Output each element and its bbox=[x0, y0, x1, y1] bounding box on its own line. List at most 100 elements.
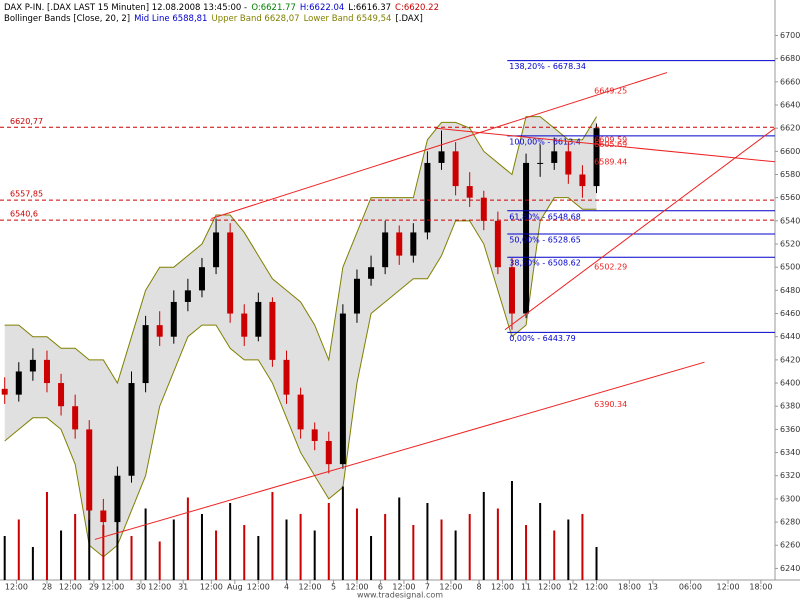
x-tick-label: 18:00 bbox=[618, 583, 641, 592]
candle-body bbox=[170, 301, 177, 337]
x-tick-label: 12:00 bbox=[5, 583, 28, 592]
candle-body bbox=[480, 197, 487, 221]
header-text: Upper Band 6628,07 bbox=[211, 14, 299, 24]
header-text: O:6621.77 bbox=[251, 3, 296, 13]
x-tick-label: 12:00 bbox=[345, 583, 368, 592]
y-tick-label: 6640 bbox=[780, 101, 800, 110]
trend-line bbox=[504, 127, 776, 331]
candle-body bbox=[508, 267, 515, 314]
candle-body bbox=[255, 301, 262, 337]
trend-label: 6502.29 bbox=[594, 263, 627, 272]
volume-bar bbox=[45, 492, 48, 580]
fib-label: 0,00% - 6443.79 bbox=[509, 334, 575, 343]
y-tick-label: 6660 bbox=[780, 77, 800, 86]
trend-label: 6649.25 bbox=[594, 86, 627, 95]
candle-body bbox=[142, 325, 149, 384]
x-tick-label: 12:00 bbox=[439, 583, 462, 592]
candle-body bbox=[325, 440, 332, 465]
y-tick-label: 6240 bbox=[780, 564, 800, 573]
trend-line bbox=[94, 361, 705, 540]
candle-body bbox=[283, 359, 290, 395]
volume-bar bbox=[271, 492, 274, 580]
y-tick-label: 6280 bbox=[780, 518, 800, 527]
trend-line bbox=[211, 72, 668, 220]
trend-label: 6589.44 bbox=[594, 157, 627, 166]
level-label: 6557,85 bbox=[10, 190, 43, 199]
volume-bar bbox=[31, 547, 34, 580]
header-line: Bollinger Bands [Close, 20, 2] Mid Line 6… bbox=[4, 14, 423, 24]
volume-bar bbox=[496, 508, 499, 580]
header-text: [.DAX] bbox=[395, 14, 422, 24]
upper-band bbox=[4, 116, 597, 385]
y-tick-label: 6500 bbox=[780, 263, 800, 272]
candle-body bbox=[466, 186, 473, 198]
candle-body bbox=[1, 388, 8, 395]
x-tick-label: 12:00 bbox=[247, 583, 270, 592]
band-fill bbox=[4, 116, 597, 557]
x-tick-label: 30 bbox=[136, 583, 146, 592]
volume-bar bbox=[88, 481, 91, 580]
volume-bar bbox=[17, 519, 20, 580]
y-tick-label: 6320 bbox=[780, 471, 800, 480]
candle-body bbox=[269, 301, 276, 360]
header-text: Mid Line 6588,81 bbox=[134, 14, 207, 24]
candle-body bbox=[579, 174, 586, 187]
x-tick-label: 12:00 bbox=[101, 583, 124, 592]
volume-bar bbox=[370, 536, 373, 580]
volume-bar bbox=[130, 536, 133, 580]
y-tick-label: 6440 bbox=[780, 332, 800, 341]
candle-body bbox=[100, 510, 107, 523]
footer: www.tradesignal.com bbox=[357, 591, 443, 600]
candle-body bbox=[382, 232, 389, 268]
volume-bar bbox=[412, 525, 415, 580]
volume-bar bbox=[285, 519, 288, 580]
volume-bar bbox=[243, 525, 246, 580]
x-tick-label: 11 bbox=[521, 583, 531, 592]
candle-body bbox=[227, 232, 234, 314]
candle-body bbox=[565, 151, 572, 175]
volume-bar bbox=[468, 514, 471, 580]
x-tick-label: 29 bbox=[89, 583, 99, 592]
candle-body bbox=[593, 128, 600, 187]
x-tick-label: 12 bbox=[568, 583, 578, 592]
volume-bar bbox=[144, 508, 147, 580]
y-tick-label: 6540 bbox=[780, 216, 800, 225]
volume-bar bbox=[74, 514, 77, 580]
volume-bar bbox=[539, 503, 542, 580]
header-line: DAX P-IN. [.DAX LAST 15 Minuten] 12.08.2… bbox=[4, 3, 439, 13]
x-tick-label: 18:00 bbox=[749, 583, 772, 592]
level-label: 6540,6 bbox=[10, 210, 38, 219]
candle-body bbox=[297, 394, 304, 430]
volume-bar bbox=[229, 503, 232, 580]
volume-bar bbox=[510, 481, 513, 580]
y-tick-label: 6420 bbox=[780, 355, 800, 364]
y-tick-label: 6600 bbox=[780, 147, 800, 156]
candle-body bbox=[43, 359, 50, 384]
x-tick-label: 5 bbox=[331, 583, 336, 592]
x-tick-label: 12:00 bbox=[538, 583, 561, 592]
volume-bar bbox=[355, 508, 358, 580]
candle-body bbox=[452, 151, 459, 187]
volume-bar bbox=[60, 530, 63, 580]
x-tick-label: Aug bbox=[227, 583, 243, 592]
fib-label: 138,20% - 6678.34 bbox=[509, 62, 586, 71]
volume-bar bbox=[581, 514, 584, 580]
y-tick-label: 6680 bbox=[780, 54, 800, 63]
x-tick-label: 28 bbox=[42, 583, 52, 592]
x-tick-label: 06:00 bbox=[679, 583, 702, 592]
candle-body bbox=[339, 313, 346, 465]
y-tick-label: 6460 bbox=[780, 309, 800, 318]
candle-body bbox=[353, 278, 360, 314]
volume-bar bbox=[299, 514, 302, 580]
fib-label: 100,00% - 6613.4 bbox=[509, 137, 581, 146]
volume-bar bbox=[116, 503, 119, 580]
y-tick-label: 6700 bbox=[780, 31, 800, 40]
x-tick-label: 12:00 bbox=[59, 583, 82, 592]
candle-body bbox=[156, 325, 163, 337]
price-label: 6605.69 bbox=[594, 140, 627, 149]
x-tick-label: 6 bbox=[378, 583, 383, 592]
volume-bar bbox=[454, 530, 457, 580]
x-tick-label: 12:00 bbox=[392, 583, 415, 592]
candle-body bbox=[128, 383, 135, 476]
